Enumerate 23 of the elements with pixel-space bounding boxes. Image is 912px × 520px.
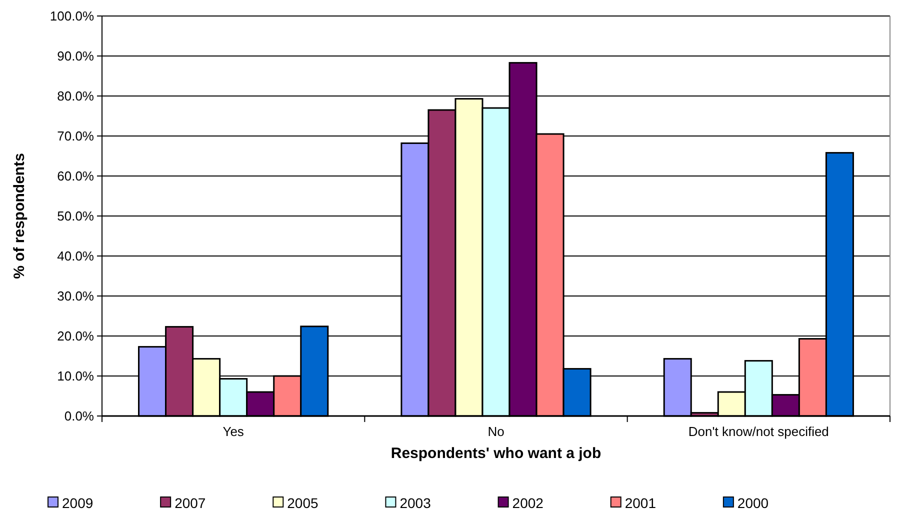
y-tick-label: 60.0% [57,168,94,184]
y-tick-label: 0.0% [64,408,94,424]
y-axis-title: % of respondents [11,153,28,279]
y-tick-label: 70.0% [57,128,94,144]
y-tick-label: 50.0% [57,208,94,224]
y-tick-label: 20.0% [57,328,94,344]
y-tick-label: 10.0% [57,368,94,384]
y-tick-label: 90.0% [57,48,94,64]
legend-label: 2000 [737,494,769,511]
legend-label: 2003 [400,494,432,511]
legend-label: 2001 [624,494,656,511]
x-axis-title: Respondents' who want a job [390,445,602,462]
y-tick-label: 100.0% [50,8,94,24]
y-tick-label: 80.0% [57,88,94,104]
y-tick-label: 40.0% [57,248,94,264]
y-tick-label: 30.0% [57,288,94,304]
x-tick-label: Don't know/not specified [688,424,829,439]
x-tick-label: No [488,424,504,439]
legend-label: 2005 [287,494,318,511]
x-tick-label: Yes [222,424,244,439]
legend-label: 2007 [174,494,206,511]
legend-label: 2002 [512,494,544,511]
legend-label: 2009 [62,494,94,511]
